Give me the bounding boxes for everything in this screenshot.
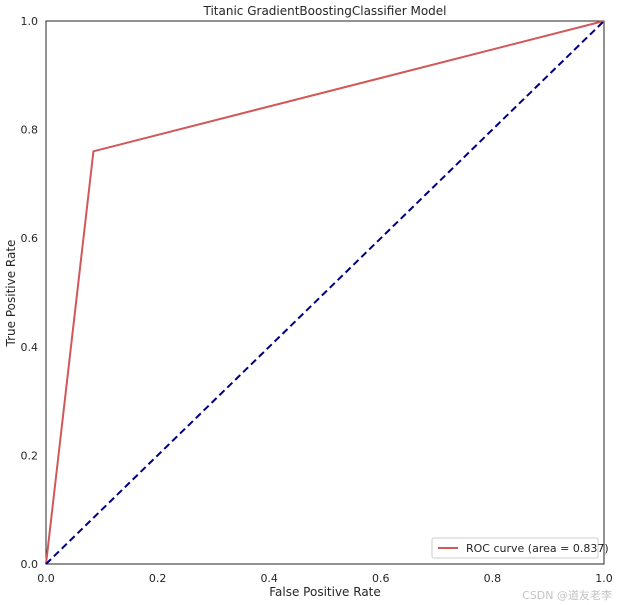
legend-label-roc-curve: ROC curve (area = 0.837) (466, 542, 609, 555)
chart-title: Titanic GradientBoostingClassifier Model (203, 4, 447, 18)
y-axis-label: True Positive Rate (4, 240, 18, 348)
x-tick-label: 0.0 (37, 572, 55, 585)
x-axis-ticks: 0.0 0.2 0.4 0.6 0.8 1.0 (37, 572, 613, 585)
legend-box (431, 537, 599, 559)
y-tick-label: 0.4 (21, 341, 39, 354)
y-tick-label: 0.0 (21, 558, 39, 571)
x-tick-label: 1.0 (595, 572, 613, 585)
series-layer (45, 20, 605, 565)
x-tick-label: 0.6 (372, 572, 390, 585)
x-axis-label: False Positive Rate (269, 585, 381, 599)
y-tick-label: 1.0 (21, 15, 39, 28)
roc-curve-line (45, 20, 605, 565)
x-tick-label: 0.8 (484, 572, 502, 585)
y-tick-label: 0.8 (21, 124, 39, 137)
y-axis-ticks: 0.0 0.2 0.4 0.6 0.8 1.0 (21, 15, 39, 571)
x-tick-label: 0.4 (260, 572, 278, 585)
chance-diagonal-line (45, 20, 605, 565)
watermark: CSDN @道友老李 (522, 588, 612, 602)
y-tick-label: 0.2 (21, 449, 39, 462)
x-tick-label: 0.2 (149, 572, 167, 585)
legend: ROC curve (area = 0.837) (431, 537, 609, 559)
y-tick-label: 0.6 (21, 232, 39, 245)
